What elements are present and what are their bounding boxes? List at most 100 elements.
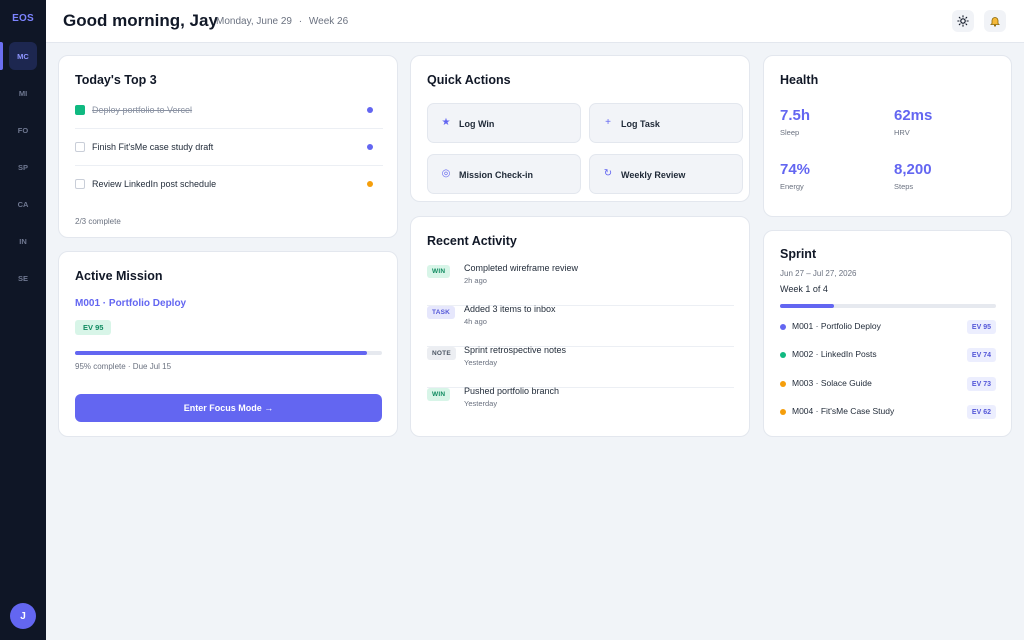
qa-label: Weekly Review <box>621 170 686 180</box>
qa-label: Log Win <box>459 119 495 129</box>
sprint-title: Sprint <box>780 247 817 261</box>
sun-icon <box>957 15 969 27</box>
active-mission-card: Active Mission M001 · Portfolio Deploy E… <box>58 251 398 437</box>
enter-focus-mode-button[interactable]: Enter Focus Mode → <box>75 394 382 422</box>
date-separator: · <box>298 16 303 27</box>
status-dot <box>780 324 786 330</box>
hrv-label: HRV <box>894 128 910 137</box>
avatar[interactable]: J <box>10 603 36 629</box>
activity-tag: TASK <box>427 306 456 319</box>
steps-label: Steps <box>894 182 914 191</box>
sprint-progress-bar <box>780 304 996 308</box>
status-dot <box>780 409 786 415</box>
sprint-mission-label: M004 · Fit'sMe Case Study <box>792 406 895 416</box>
energy-value: 74% <box>780 161 811 178</box>
priority-dot <box>367 107 373 113</box>
status-dot <box>780 352 786 358</box>
quick-actions-title: Quick Actions <box>427 73 511 87</box>
ev-badge: EV 74 <box>966 348 996 362</box>
recent-activity-card: Recent Activity WIN Completed wireframe … <box>410 216 750 437</box>
recent-activity-title: Recent Activity <box>427 234 517 248</box>
date-label: Monday, June 29 <box>216 16 292 27</box>
task-checkbox[interactable] <box>75 142 85 152</box>
top3-summary: 2/3 complete <box>75 217 121 226</box>
sidebar-item-mi[interactable]: MI <box>18 88 28 98</box>
sidebar-item-in[interactable]: IN <box>19 236 27 246</box>
activity-tag: NOTE <box>427 347 456 360</box>
plus-icon: + <box>605 117 611 128</box>
target-icon: ◎ <box>441 168 451 179</box>
sprint-mission-label: M002 · LinkedIn Posts <box>792 349 877 359</box>
mission-card-title: Active Mission <box>75 269 163 283</box>
status-dot <box>780 381 786 387</box>
activity-title: Sprint retrospective notes <box>464 345 567 355</box>
task-checkbox[interactable] <box>75 105 85 115</box>
ev-badge: EV 95 <box>966 320 996 334</box>
log-win-button[interactable]: ★ Log Win <box>427 103 581 143</box>
health-card: Health 7.5h Sleep 62ms HRV 74% Energy 8,… <box>763 55 1012 217</box>
task-row[interactable]: Deploy portfolio to Vercel <box>75 92 383 129</box>
sprint-mission-row[interactable]: M001 · Portfolio Deploy EV 95 <box>780 320 996 334</box>
header: Good morning, Jay Monday, June 29 · Week… <box>46 0 1024 43</box>
qa-label: Mission Check-in <box>459 170 534 180</box>
sprint-card: Sprint Jun 27 – Jul 27, 2026 Week 1 of 4… <box>763 230 1012 437</box>
page-title: Good morning, Jay <box>63 11 218 30</box>
activity-time: 4h ago <box>464 317 487 326</box>
activity-row[interactable]: NOTE Sprint retrospective notes Yesterda… <box>427 345 734 388</box>
sidebar-item-se[interactable]: SE <box>17 273 28 283</box>
activity-title: Added 3 items to inbox <box>464 304 556 314</box>
sidebar-item-fo[interactable]: FO <box>17 125 29 135</box>
activity-row[interactable]: TASK Added 3 items to inbox 4h ago <box>427 304 734 347</box>
activity-row[interactable]: WIN Completed wireframe review 2h ago <box>427 263 734 306</box>
sprint-mission-row[interactable]: M003 · Solace Guide EV 73 <box>780 377 996 391</box>
active-indicator <box>0 42 3 70</box>
activity-title: Pushed portfolio branch <box>464 386 560 396</box>
activity-title: Completed wireframe review <box>464 263 579 273</box>
sidebar-item-ca[interactable]: CA <box>17 199 29 209</box>
ev-badge: EV 73 <box>966 377 996 391</box>
mission-checkin-button[interactable]: ◎ Mission Check-in <box>427 154 581 194</box>
sprint-week: Week 1 of 4 <box>780 284 828 294</box>
sleep-value: 7.5h <box>780 107 811 124</box>
quick-actions-card: Quick Actions ★ Log Win + Log Task ◎ Mis… <box>410 55 750 202</box>
ev-badge: EV 62 <box>966 405 996 419</box>
date-line: Monday, June 29 · Week 26 <box>216 16 348 27</box>
sprint-progress-fill <box>780 304 834 308</box>
task-checkbox[interactable] <box>75 179 85 189</box>
steps-value: 8,200 <box>894 161 932 178</box>
bell-icon <box>990 17 1000 27</box>
log-task-button[interactable]: + Log Task <box>589 103 743 143</box>
priority-dot <box>367 144 373 150</box>
task-row[interactable]: Finish Fit'sMe case study draft <box>75 129 383 166</box>
theme-toggle-button[interactable] <box>952 10 974 32</box>
task-label: Finish Fit'sMe case study draft <box>92 142 214 152</box>
notifications-button[interactable] <box>984 10 1006 32</box>
app-logo[interactable]: EOS <box>12 13 34 24</box>
sidebar: EOS MC MI FO SP CA IN SE J <box>0 0 46 640</box>
sidebar-item-sp[interactable]: SP <box>17 162 28 172</box>
refresh-icon: ↻ <box>603 168 613 179</box>
task-row[interactable]: Review LinkedIn post schedule <box>75 166 383 203</box>
sprint-mission-row[interactable]: M002 · LinkedIn Posts EV 74 <box>780 348 996 362</box>
sidebar-item-mc[interactable]: MC <box>9 42 37 70</box>
sprint-mission-label: M003 · Solace Guide <box>792 378 872 388</box>
activity-time: Yesterday <box>464 399 498 408</box>
activity-tag: WIN <box>427 388 451 401</box>
sleep-label: Sleep <box>780 128 800 137</box>
activity-row[interactable]: WIN Pushed portfolio branch Yesterday <box>427 386 734 429</box>
top3-title: Today's Top 3 <box>75 73 157 87</box>
qa-label: Log Task <box>621 119 660 129</box>
task-label: Deploy portfolio to Vercel <box>92 105 193 115</box>
sprint-mission-label: M001 · Portfolio Deploy <box>792 321 881 331</box>
weekly-review-button[interactable]: ↻ Weekly Review <box>589 154 743 194</box>
activity-time: 2h ago <box>464 276 487 285</box>
mission-progress-fill <box>75 351 367 355</box>
health-title: Health <box>780 73 819 87</box>
star-icon: ★ <box>441 117 451 128</box>
hrv-value: 62ms <box>894 107 933 124</box>
mission-progress-bar <box>75 351 382 355</box>
week-label: Week 26 <box>308 16 349 27</box>
top3-card: Today's Top 3 Deploy portfolio to Vercel… <box>58 55 398 238</box>
mission-name[interactable]: M001 · Portfolio Deploy <box>75 298 187 309</box>
sprint-mission-row[interactable]: M004 · Fit'sMe Case Study EV 62 <box>780 405 996 419</box>
